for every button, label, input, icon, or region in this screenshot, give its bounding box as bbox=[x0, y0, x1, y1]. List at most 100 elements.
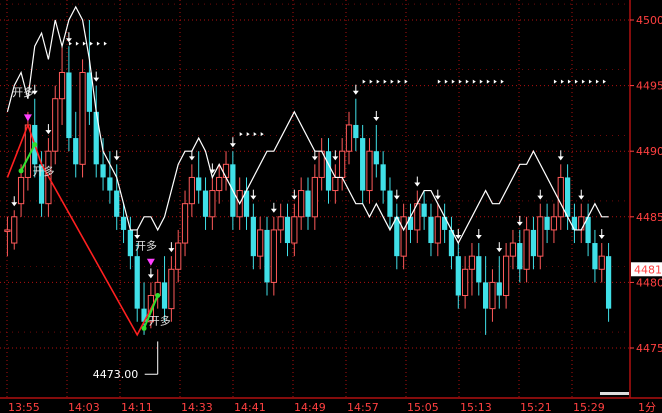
candle-body-56 bbox=[387, 190, 393, 217]
candle-body-18 bbox=[127, 229, 133, 257]
arrow-head-9 bbox=[188, 156, 195, 161]
period-label: 1分 bbox=[638, 401, 656, 413]
dot-run-4-3 bbox=[574, 79, 578, 84]
y-tick-label-4485: 4485 bbox=[636, 211, 662, 224]
candle-body-30 bbox=[209, 190, 216, 218]
candle-body-73 bbox=[502, 255, 510, 297]
arrow-head-12 bbox=[250, 195, 257, 200]
candle-body-36 bbox=[250, 216, 256, 257]
arrow-head-13 bbox=[270, 208, 277, 213]
axis-labels: 4475 4480 4485 4490 4495 4500 4481 4473.00 13:55… bbox=[8, 14, 662, 413]
grid-lines bbox=[0, 0, 630, 398]
candle-body-68 bbox=[468, 255, 476, 270]
dot-run-3-4 bbox=[465, 79, 469, 84]
candle-body-5 bbox=[38, 164, 45, 204]
signal-line-2 bbox=[143, 295, 159, 329]
candle-body-75 bbox=[517, 243, 523, 270]
candle-body-66 bbox=[455, 256, 461, 296]
candle-body-43 bbox=[298, 190, 305, 218]
dot-run-4-0 bbox=[553, 79, 557, 84]
candle-body-12 bbox=[86, 72, 93, 112]
signal-dot-2 bbox=[141, 325, 147, 331]
candle-body-3 bbox=[24, 124, 32, 178]
y-tick-label-4475: 4475 bbox=[636, 342, 662, 355]
candle-body-63 bbox=[434, 216, 441, 244]
signal-label-3: 开多 bbox=[149, 313, 171, 327]
x-tick-label-2: 14:11 bbox=[121, 401, 153, 413]
arrow-head-10 bbox=[209, 169, 216, 174]
arrow-head-18 bbox=[373, 116, 380, 121]
dot-run-4-1 bbox=[560, 79, 564, 84]
y-tick-label-4480: 4480 bbox=[636, 276, 662, 289]
dot-run-3-5 bbox=[472, 79, 476, 84]
candle-body-13 bbox=[93, 111, 99, 165]
dot-run-0-5 bbox=[103, 41, 107, 46]
candle-body-8 bbox=[58, 71, 66, 100]
arrow-head-4 bbox=[93, 77, 100, 82]
dot-run-0-3 bbox=[89, 41, 93, 46]
scroll-indicator bbox=[600, 392, 629, 395]
arrow-head-22 bbox=[455, 235, 462, 240]
dot-run-1-0 bbox=[239, 132, 243, 137]
arrow-head-23 bbox=[475, 235, 482, 240]
dot-run-3-0 bbox=[437, 79, 441, 84]
candle-body-14 bbox=[100, 164, 106, 178]
candle-body-42 bbox=[291, 216, 298, 244]
candle-body-62 bbox=[428, 216, 434, 244]
candle-body-37 bbox=[257, 229, 264, 257]
x-tick-label-1: 14:03 bbox=[68, 401, 100, 413]
min-price-label: 4473.00 bbox=[93, 368, 138, 381]
candle-body-70 bbox=[483, 282, 489, 309]
x-tick-label-6: 14:57 bbox=[347, 401, 379, 413]
candle-body-39 bbox=[270, 229, 277, 283]
signal-label-2: 开多 bbox=[135, 239, 157, 253]
arrow-head-17 bbox=[352, 90, 359, 95]
candle-body-53 bbox=[366, 150, 373, 192]
candle-body-69 bbox=[476, 256, 482, 283]
candle-body-0 bbox=[4, 229, 11, 232]
candle-body-51 bbox=[353, 124, 359, 139]
candle-body-44 bbox=[305, 190, 311, 217]
candle-body-85 bbox=[585, 216, 591, 244]
arrow-head-24 bbox=[496, 248, 503, 253]
dot-run-3-7 bbox=[486, 79, 490, 84]
candle-body-41 bbox=[284, 216, 291, 244]
dot-run-0-4 bbox=[96, 41, 100, 46]
candle-body-26 bbox=[181, 203, 189, 244]
candle-body-45 bbox=[311, 176, 318, 218]
candle-body-49 bbox=[339, 150, 346, 178]
x-tick-label-0: 13:55 bbox=[8, 401, 40, 413]
y-tick-label-4495: 4495 bbox=[636, 80, 662, 93]
trend-line bbox=[6, 122, 159, 337]
x-tick-label-8: 15:13 bbox=[460, 401, 492, 413]
candle-body-65 bbox=[448, 229, 455, 257]
candle-body-52 bbox=[360, 138, 366, 191]
dot-run-3-6 bbox=[479, 79, 483, 84]
dot-run-0-0 bbox=[68, 41, 72, 46]
candle-body-71 bbox=[489, 281, 496, 310]
signal-dot-3 bbox=[155, 293, 161, 299]
axes bbox=[0, 0, 662, 399]
arrow-head-25 bbox=[516, 221, 523, 226]
dot-run-3-8 bbox=[493, 79, 497, 84]
signal-dot-1 bbox=[32, 142, 38, 148]
arrow-head-7 bbox=[147, 274, 154, 279]
dot-run-4-7 bbox=[602, 79, 606, 84]
candle-body-67 bbox=[462, 268, 469, 297]
candle-body-88 bbox=[605, 256, 612, 309]
arrow-head-26 bbox=[537, 195, 544, 200]
candle-body-64 bbox=[442, 216, 448, 230]
dot-run-2-2 bbox=[376, 79, 380, 84]
candle-body-19 bbox=[134, 256, 140, 309]
candle-body-87 bbox=[598, 255, 605, 270]
candle-body-79 bbox=[544, 216, 550, 230]
candle-body-80 bbox=[550, 216, 558, 231]
dot-run-1-1 bbox=[246, 132, 250, 137]
candle-body-72 bbox=[496, 282, 502, 296]
signal-line-0 bbox=[20, 144, 36, 172]
candle-body-9 bbox=[66, 72, 72, 139]
candle-body-74 bbox=[509, 242, 517, 257]
current-price-label: 4481 bbox=[634, 263, 662, 276]
